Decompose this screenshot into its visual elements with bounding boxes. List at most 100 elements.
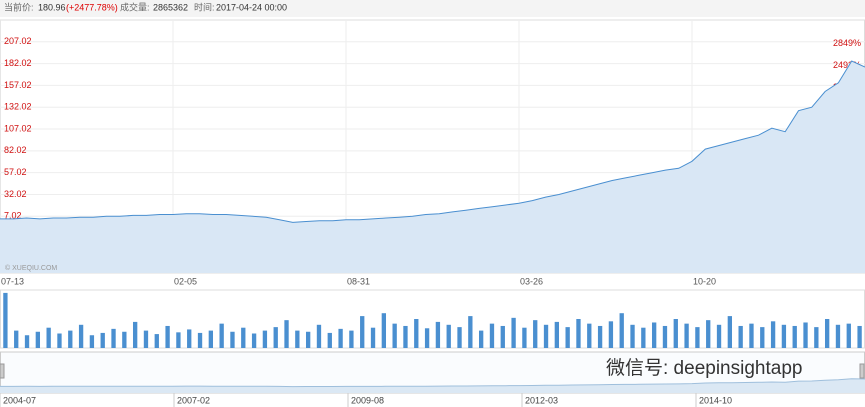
- volume-bar: [760, 327, 765, 348]
- volume-bar: [435, 321, 441, 348]
- volume-bar: [176, 332, 181, 348]
- y-tick-label: 82.02: [4, 145, 27, 155]
- volume-bar: [684, 323, 689, 348]
- y-tick-label: 32.02: [4, 189, 27, 199]
- volume-bar: [262, 330, 268, 348]
- volume-bar: [424, 328, 430, 348]
- navigator-handle: [859, 363, 865, 379]
- volume-bar: [251, 333, 257, 348]
- volume-bar: [154, 334, 159, 348]
- y-tick-label: 57.02: [4, 167, 27, 177]
- volume-bar: [24, 335, 30, 348]
- volume-bar: [392, 323, 397, 348]
- y2-tick-label: 2493%: [833, 60, 861, 70]
- y-tick-label: 132.02: [4, 102, 32, 112]
- price-area: [0, 61, 865, 273]
- volume-bar: [727, 316, 733, 348]
- volume-bar: [187, 329, 192, 348]
- volume-bar: [111, 328, 116, 348]
- volume-bar: [14, 330, 19, 348]
- volume-bar: [327, 332, 332, 348]
- volume-bar: [587, 323, 592, 348]
- volume-bar: [619, 313, 624, 348]
- volume-bar: [478, 330, 484, 348]
- volume-bar: [35, 331, 41, 348]
- volume-bar: [792, 325, 797, 348]
- x-tick-label: 03-26: [520, 276, 543, 286]
- x-tick-label: 02-05: [174, 276, 197, 286]
- navigator-tick-label: 2014-10: [699, 395, 732, 405]
- volume-bar: [608, 321, 614, 348]
- navigator-area: [0, 378, 865, 393]
- wechat-label: 微信号: deepinsightapp: [606, 357, 802, 379]
- navigator-tick-label: 2007-02: [177, 395, 210, 405]
- volume-bar: [673, 319, 678, 348]
- volume-bar: [835, 324, 841, 348]
- price-label: 当前价:: [4, 1, 34, 12]
- volume-bar: [57, 333, 62, 348]
- volume-bar: [630, 324, 635, 348]
- volume-bar: [360, 316, 365, 348]
- volume-bar: [468, 316, 473, 348]
- volume-bar: [554, 321, 560, 348]
- volume-bar: [597, 325, 603, 348]
- volume-bar: [576, 319, 581, 348]
- volume-bar: [803, 322, 808, 348]
- price: 180.96: [38, 2, 66, 12]
- volume-bar: [273, 327, 278, 348]
- volume-bar: [824, 319, 830, 348]
- y-tick-label: 157.02: [4, 80, 32, 90]
- y-tick-label: 7.02: [4, 211, 22, 221]
- volume-bar: [46, 327, 51, 348]
- volume-bar: [522, 327, 527, 348]
- volume-bar: [403, 325, 408, 348]
- volume-bar: [219, 323, 224, 348]
- navigator-tick-label: 2009-08: [351, 395, 384, 405]
- volume: 2865362: [153, 2, 188, 12]
- header-bar: [0, 0, 865, 17]
- volume-bar: [500, 325, 505, 348]
- volume-bar: [716, 324, 722, 348]
- navigator-handle: [0, 363, 5, 379]
- volume-bar: [338, 328, 343, 348]
- volume-bar: [68, 330, 73, 348]
- volume-bar: [305, 331, 311, 348]
- time: 2017-04-24 00:00: [216, 2, 287, 12]
- volume-bar: [662, 325, 668, 348]
- y-tick-label: 207.02: [4, 36, 32, 46]
- volume-bar: [533, 320, 538, 348]
- volume-bar: [543, 324, 549, 348]
- price-line: [0, 60, 865, 223]
- volume-bar: [381, 313, 387, 348]
- volume-bar: [414, 319, 419, 348]
- volume-bar: [208, 330, 214, 348]
- volume-bar: [132, 321, 138, 348]
- volume-bar: [706, 320, 711, 348]
- time-label: 时间:: [194, 1, 215, 12]
- navigator-line: [0, 378, 865, 388]
- volume-bar: [846, 323, 851, 348]
- change: (+2477.78%): [66, 2, 118, 12]
- volume-bar: [511, 317, 516, 348]
- volume-bar: [197, 332, 203, 348]
- volume-bar: [78, 324, 84, 348]
- volume-bar: [814, 327, 819, 348]
- y2-tick-label: 2849%: [833, 38, 861, 48]
- volume-bar: [89, 335, 95, 348]
- volume-bar: [100, 332, 105, 348]
- volume-bar: [857, 325, 862, 348]
- volume-bar: [695, 327, 700, 348]
- x-tick-label: 07-13: [1, 276, 24, 286]
- volume-bar: [349, 330, 354, 348]
- volume-bar: [781, 324, 787, 348]
- volume-bar: [446, 324, 451, 348]
- volume-bar: [143, 330, 149, 348]
- watermark: © XUEQIU.COM: [5, 264, 57, 272]
- volume-bar: [165, 325, 170, 348]
- volume-bar: [370, 327, 376, 348]
- volume-bar: [770, 321, 776, 348]
- volume-bar: [122, 331, 127, 348]
- navigator-tick-label: 2012-03: [525, 395, 558, 405]
- volume-bar: [457, 327, 462, 348]
- volume-bar: [641, 327, 646, 348]
